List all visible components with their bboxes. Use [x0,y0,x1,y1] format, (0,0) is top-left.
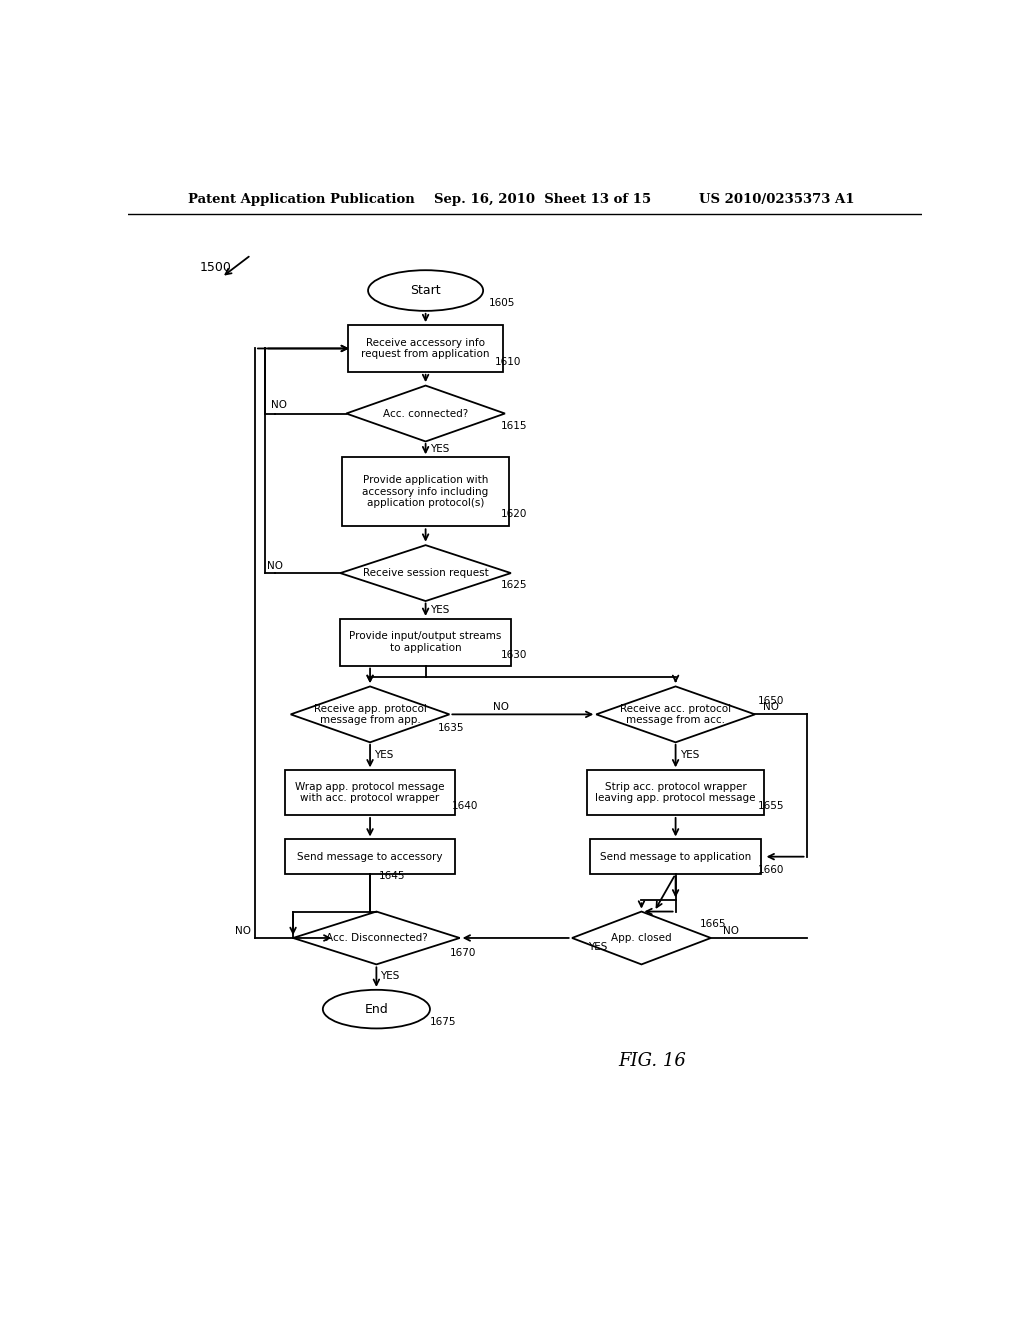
Text: 1610: 1610 [495,356,521,367]
Text: 1635: 1635 [437,722,464,733]
Text: 1630: 1630 [501,651,527,660]
Text: NO: NO [723,925,739,936]
Text: 1620: 1620 [501,510,527,519]
Bar [340,619,511,665]
Text: Wrap app. protocol message
with acc. protocol wrapper: Wrap app. protocol message with acc. pro… [295,781,444,804]
Text: 1605: 1605 [489,298,515,308]
Text: YES: YES [680,750,699,760]
Text: YES: YES [430,605,449,615]
Text: Start: Start [411,284,441,297]
Text: NO: NO [763,702,779,713]
Text: YES: YES [374,750,393,760]
Text: 1650: 1650 [758,696,783,706]
Text: YES: YES [380,970,399,981]
Text: Patent Application Publication: Patent Application Publication [187,193,415,206]
Text: End: End [365,1003,388,1015]
Text: 1655: 1655 [758,801,783,810]
Text: App. closed: App. closed [611,933,672,942]
Text: US 2010/0235373 A1: US 2010/0235373 A1 [699,193,855,206]
Bar [348,325,503,372]
Bar [588,771,764,814]
Bar [342,457,509,527]
Text: 1670: 1670 [450,948,476,958]
Bar [590,840,761,874]
Text: Receive app. protocol
message from app.: Receive app. protocol message from app. [313,704,426,725]
Text: 1660: 1660 [758,865,783,875]
Text: Sep. 16, 2010  Sheet 13 of 15: Sep. 16, 2010 Sheet 13 of 15 [433,193,650,206]
Text: NO: NO [270,400,287,411]
Text: Receive accessory info
request from application: Receive accessory info request from appl… [361,338,489,359]
Text: Receive session request: Receive session request [362,568,488,578]
Text: YES: YES [588,942,607,952]
Text: Send message to application: Send message to application [600,851,752,862]
Text: Acc. connected?: Acc. connected? [383,408,468,418]
Text: 1665: 1665 [699,919,726,929]
Text: 1675: 1675 [430,1018,456,1027]
Text: YES: YES [430,444,449,454]
Text: Acc. Disconnected?: Acc. Disconnected? [326,933,427,942]
Text: Strip acc. protocol wrapper
leaving app. protocol message: Strip acc. protocol wrapper leaving app.… [595,781,756,804]
Bar [285,840,456,874]
Text: NO: NO [234,925,251,936]
Text: NO: NO [494,702,509,713]
Text: Provide input/output streams
to application: Provide input/output streams to applicat… [349,631,502,653]
Text: NO: NO [266,561,283,572]
Text: Receive acc. protocol
message from acc.: Receive acc. protocol message from acc. [620,704,731,725]
Text: 1625: 1625 [501,581,527,590]
Text: Provide application with
accessory info including
application protocol(s): Provide application with accessory info … [362,475,488,508]
Text: 1640: 1640 [452,801,478,810]
Text: 1500: 1500 [200,260,231,273]
Text: FIG. 16: FIG. 16 [617,1052,686,1071]
Text: 1645: 1645 [379,871,406,880]
Text: Send message to accessory: Send message to accessory [297,851,442,862]
Text: 1615: 1615 [501,421,527,430]
Bar [285,771,456,814]
